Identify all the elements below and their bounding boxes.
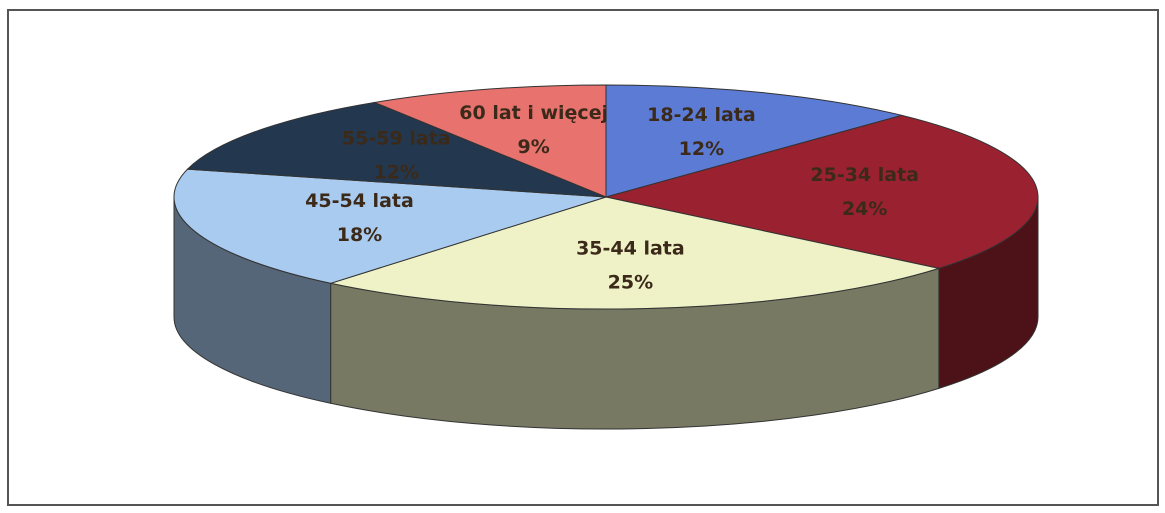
slice-label: 25-34 lata <box>810 164 919 186</box>
slice <box>605 84 904 198</box>
slice-value-label: 25% <box>608 272 653 294</box>
slice-value-label: 24% <box>842 198 887 220</box>
slice-value-label: 12% <box>374 162 419 184</box>
slice <box>328 196 941 310</box>
slice-label: 45-54 lata <box>305 190 414 212</box>
slice-label: 35-44 lata <box>576 238 685 260</box>
slice-label: 60 lat i więcej <box>459 102 608 124</box>
slice <box>605 114 1039 269</box>
slice-value-label: 12% <box>679 138 724 160</box>
slice <box>173 168 607 284</box>
slice-value-label: 9% <box>518 136 550 158</box>
slice <box>186 101 607 198</box>
slice-value-label: 18% <box>337 224 382 246</box>
slice <box>372 84 607 198</box>
slice-label: 55-59 lata <box>342 128 451 150</box>
slice-label: 18-24 lata <box>647 104 756 126</box>
